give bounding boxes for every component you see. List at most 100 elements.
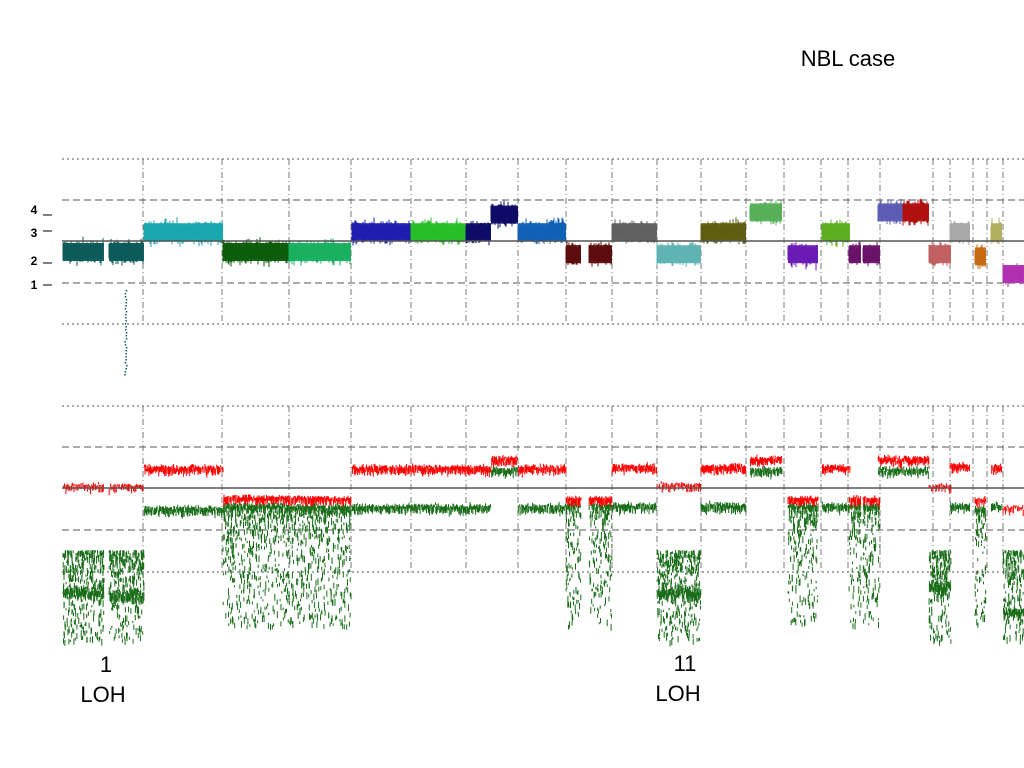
allele-green-tail-X	[1002, 550, 1024, 645]
segment-5	[351, 217, 411, 246]
allele-red-11q	[656, 481, 701, 493]
segment-noise-22	[990, 217, 1002, 245]
cn-outliers-1q	[124, 290, 128, 376]
segment-noise-6	[410, 217, 466, 245]
segment-noise-17a	[862, 240, 880, 267]
allele-red-8	[518, 463, 567, 478]
segment-1p	[62, 236, 104, 266]
segment-X	[1002, 263, 1024, 287]
segment-14	[787, 242, 818, 271]
allele-green-13	[750, 465, 783, 480]
segment-noise-10	[588, 240, 612, 267]
allele-specific-panel	[62, 405, 1024, 647]
allele-green-5	[351, 502, 412, 516]
segment-13	[749, 199, 782, 226]
allele-red-21	[974, 496, 986, 508]
allele-red-7a	[465, 463, 492, 478]
segment-noise-4	[288, 238, 351, 266]
allele-green-1p	[62, 583, 105, 603]
allele-green-4	[288, 502, 351, 518]
allele-red-18	[902, 455, 930, 467]
allele-green-17a	[863, 501, 880, 515]
segment-noise-17b	[877, 198, 903, 225]
allele-green-2	[143, 504, 224, 519]
annotation-chrom-1: 1	[100, 652, 112, 677]
segment-noise-15	[821, 219, 850, 248]
segment-11p	[611, 219, 657, 244]
allele-red-9	[565, 495, 582, 508]
allele-grid	[62, 405, 1024, 573]
allele-red-20	[949, 461, 970, 474]
allele-green-tail-14	[787, 510, 819, 627]
allele-red-11p	[611, 462, 657, 476]
allele-green-18	[903, 465, 930, 479]
allele-green-11p	[611, 501, 657, 516]
segment-noise-16	[848, 241, 861, 265]
segment-21	[974, 244, 986, 269]
allele-red-22	[991, 463, 1002, 476]
allele-red-X	[1002, 504, 1024, 517]
segment-noise-11p	[611, 219, 657, 244]
allele-red-3	[223, 494, 290, 507]
allele-red-17b	[877, 454, 904, 469]
allele-points	[62, 454, 1024, 647]
annotation-loh-1: LOH	[80, 682, 125, 707]
allele-green-X	[1003, 605, 1024, 624]
segment-3	[222, 237, 289, 267]
segment-noise-18	[902, 198, 929, 226]
allele-green-tail-3	[222, 510, 290, 631]
allele-red-14	[787, 495, 819, 507]
segment-17b	[877, 198, 903, 225]
allele-red-4	[288, 495, 352, 507]
allele-green-tail-16	[848, 511, 862, 630]
allele-green-12	[700, 500, 747, 515]
allele-green-22	[991, 501, 1003, 513]
allele-green-7a	[465, 502, 492, 515]
allele-green-tail-4	[288, 510, 352, 630]
segment-20	[949, 220, 970, 246]
segment-noise-7b	[490, 200, 518, 229]
y-tick-label-4: 4	[31, 203, 38, 217]
segment-noise-2	[143, 217, 223, 247]
y-tick-label-1: 1	[31, 278, 38, 292]
segment-noise-19	[928, 241, 951, 267]
segment-noise-20	[949, 220, 970, 246]
allele-green-tail-1p	[62, 550, 105, 646]
segment-noise-X	[1002, 263, 1024, 287]
copy-number-y-axis: 1 2 3 4	[31, 203, 52, 292]
segment-6	[410, 217, 466, 245]
allele-green-11q	[656, 582, 702, 605]
segment-noise-7a	[465, 220, 491, 246]
chart-title: NBL case	[801, 46, 896, 71]
allele-red-16	[848, 495, 861, 508]
segment-noise-12	[700, 217, 746, 245]
segment-7a	[465, 220, 491, 246]
allele-red-6	[410, 463, 467, 477]
segment-noise-9	[565, 241, 581, 265]
allele-red-10	[588, 495, 612, 508]
segment-17a	[862, 240, 880, 267]
segment-noise-3	[222, 237, 289, 267]
segment-11q	[656, 241, 701, 267]
allele-green-19	[928, 579, 952, 597]
segment-noise-5	[351, 217, 411, 246]
segment-15	[821, 219, 850, 248]
segment-noise-14	[787, 242, 818, 271]
allele-red-7b	[491, 455, 518, 468]
segment-10	[588, 240, 612, 267]
allele-green-tail-21	[974, 510, 987, 628]
allele-green-1q	[108, 587, 145, 605]
allele-green-20	[950, 502, 971, 515]
allele-green-7b	[490, 465, 518, 479]
allele-red-1q	[108, 483, 144, 496]
copy-number-panel: 1 2 3 4	[31, 158, 1024, 376]
segment-12	[700, 217, 746, 245]
allele-red-13	[750, 454, 783, 468]
segment-noise-1q	[108, 238, 144, 266]
segment-7b	[490, 200, 518, 229]
allele-red-5	[351, 463, 411, 477]
y-tick-label-3: 3	[31, 226, 38, 240]
annotation-chrom-11: 11	[674, 651, 697, 676]
segment-2	[143, 217, 223, 247]
